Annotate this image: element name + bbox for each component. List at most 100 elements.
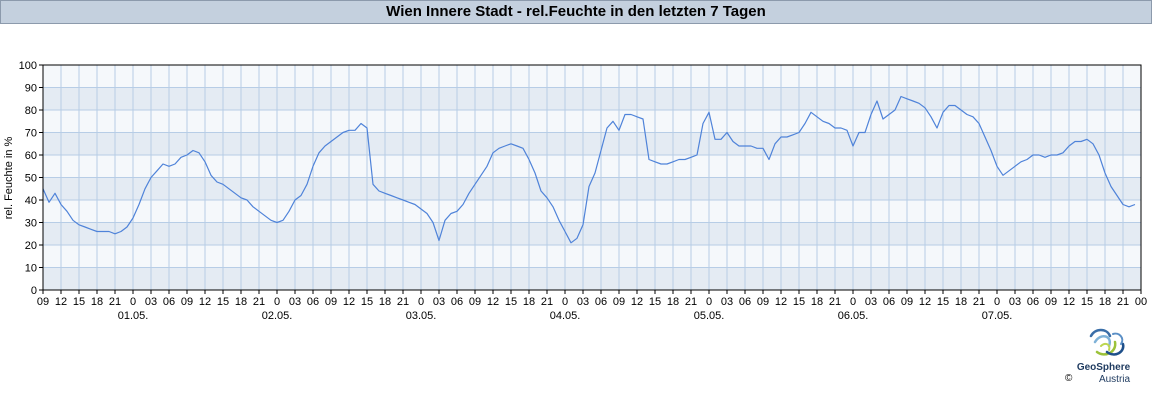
- x-tick-label: 12: [343, 296, 355, 308]
- plot-band: [43, 132, 1141, 155]
- x-tick-label: 15: [793, 296, 805, 308]
- x-tick-label: 15: [937, 296, 949, 308]
- copyright-symbol: ©: [1065, 373, 1073, 384]
- x-tick-label: 06: [451, 296, 463, 308]
- geosphere-logo: GeoSphere © Austria: [1055, 322, 1152, 400]
- x-tick-label: 06: [883, 296, 895, 308]
- brand-subtitle: Austria: [1098, 374, 1131, 385]
- plot-band: [43, 65, 1141, 88]
- plot-background: [43, 65, 1141, 290]
- axes: 09 12 15 18 21 0 03 06 09 12 15 18 21 0 03 06 09 12 15 18 21…: [19, 60, 1147, 322]
- x-tick-label: 18: [91, 296, 103, 308]
- x-tick-label: 12: [55, 296, 67, 308]
- x-tick-label: 0: [562, 296, 568, 308]
- y-tick-label: 30: [25, 218, 37, 230]
- x-tick-label: 03: [865, 296, 877, 308]
- date-label: 04.05.: [550, 310, 581, 322]
- y-axis-label: rel. Feuchte in %: [3, 137, 15, 220]
- x-tick-label: 21: [109, 296, 121, 308]
- x-tick-label: 0: [994, 296, 1000, 308]
- plot-band: [43, 155, 1141, 178]
- x-tick-label: 21: [1117, 296, 1129, 308]
- x-tick-label: 09: [1045, 296, 1057, 308]
- date-label: 03.05.: [406, 310, 437, 322]
- x-tick-label: 18: [955, 296, 967, 308]
- x-tick-label: 0: [130, 296, 136, 308]
- title-bar: Wien Innere Stadt - rel.Feuchte in den l…: [0, 0, 1152, 24]
- x-tick-label: 09: [901, 296, 913, 308]
- x-tick-label: 0: [274, 296, 280, 308]
- y-tick-label: 70: [25, 128, 37, 140]
- y-tick-label: 10: [25, 263, 37, 275]
- y-tick-label: 50: [25, 173, 37, 185]
- x-tick-label: 15: [649, 296, 661, 308]
- x-tick-label: 06: [595, 296, 607, 308]
- x-tick-label: 21: [829, 296, 841, 308]
- date-label: 07.05.: [982, 310, 1013, 322]
- x-tick-label: 03: [289, 296, 301, 308]
- x-tick-label: 03: [145, 296, 157, 308]
- x-tick-label: 12: [631, 296, 643, 308]
- x-tick-label: 03: [1009, 296, 1021, 308]
- x-tick-label: 18: [379, 296, 391, 308]
- x-tick-label: 21: [541, 296, 553, 308]
- x-tick-label: 09: [181, 296, 193, 308]
- x-tick-label: 12: [919, 296, 931, 308]
- x-tick-label: 12: [199, 296, 211, 308]
- x-tick-label: 12: [487, 296, 499, 308]
- x-tick-label: 18: [523, 296, 535, 308]
- x-tick-label: 06: [307, 296, 319, 308]
- x-tick-label: 03: [721, 296, 733, 308]
- x-tick-label: 00: [1135, 296, 1147, 308]
- y-tick-label: 90: [25, 83, 37, 95]
- x-tick-label: 18: [667, 296, 679, 308]
- x-tick-label: 21: [397, 296, 409, 308]
- plot-band: [43, 87, 1141, 110]
- y-tick-label: 0: [31, 285, 37, 297]
- x-tick-label: 06: [1027, 296, 1039, 308]
- y-tick-label: 20: [25, 240, 37, 252]
- x-tick-label: 12: [775, 296, 787, 308]
- x-tick-label: 15: [1081, 296, 1093, 308]
- plot-band: [43, 177, 1141, 200]
- x-tick-label: 15: [217, 296, 229, 308]
- x-tick-label: 18: [235, 296, 247, 308]
- x-tick-label: 0: [850, 296, 856, 308]
- x-tick-label: 15: [361, 296, 373, 308]
- geosphere-logo-icon: [1089, 328, 1125, 356]
- x-tick-label: 12: [1063, 296, 1075, 308]
- x-tick-label: 21: [685, 296, 697, 308]
- x-tick-label: 0: [706, 296, 712, 308]
- date-label: 02.05.: [262, 310, 293, 322]
- plot-band: [43, 245, 1141, 268]
- x-tick-label: 03: [577, 296, 589, 308]
- plot-band: [43, 222, 1141, 245]
- x-tick-label: 09: [37, 296, 49, 308]
- plot-band: [43, 200, 1141, 223]
- y-tick-label: 100: [19, 60, 37, 72]
- x-tick-label: 09: [325, 296, 337, 308]
- brand-name: GeoSphere: [1076, 362, 1131, 373]
- plot-band: [43, 267, 1141, 290]
- x-tick-label: 09: [469, 296, 481, 308]
- x-tick-label: 21: [973, 296, 985, 308]
- y-tick-label: 60: [25, 150, 37, 162]
- plot-frame: [42, 64, 1142, 291]
- date-label: 05.05.: [694, 310, 725, 322]
- x-tick-label: 15: [73, 296, 85, 308]
- date-label: 01.05.: [118, 310, 149, 322]
- y-tick-label: 40: [25, 195, 37, 207]
- x-tick-label: 21: [253, 296, 265, 308]
- date-label: 06.05.: [838, 310, 869, 322]
- chart-title: Wien Innere Stadt - rel.Feuchte in den l…: [386, 3, 766, 20]
- x-tick-label: 15: [505, 296, 517, 308]
- x-tick-label: 18: [811, 296, 823, 308]
- y-tick-label: 80: [25, 105, 37, 117]
- x-tick-label: 0: [418, 296, 424, 308]
- x-tick-label: 09: [613, 296, 625, 308]
- x-tick-label: 06: [739, 296, 751, 308]
- plot-grid: [43, 65, 1141, 290]
- series-line-humidity: [42, 95, 1136, 244]
- x-tick-label: 09: [757, 296, 769, 308]
